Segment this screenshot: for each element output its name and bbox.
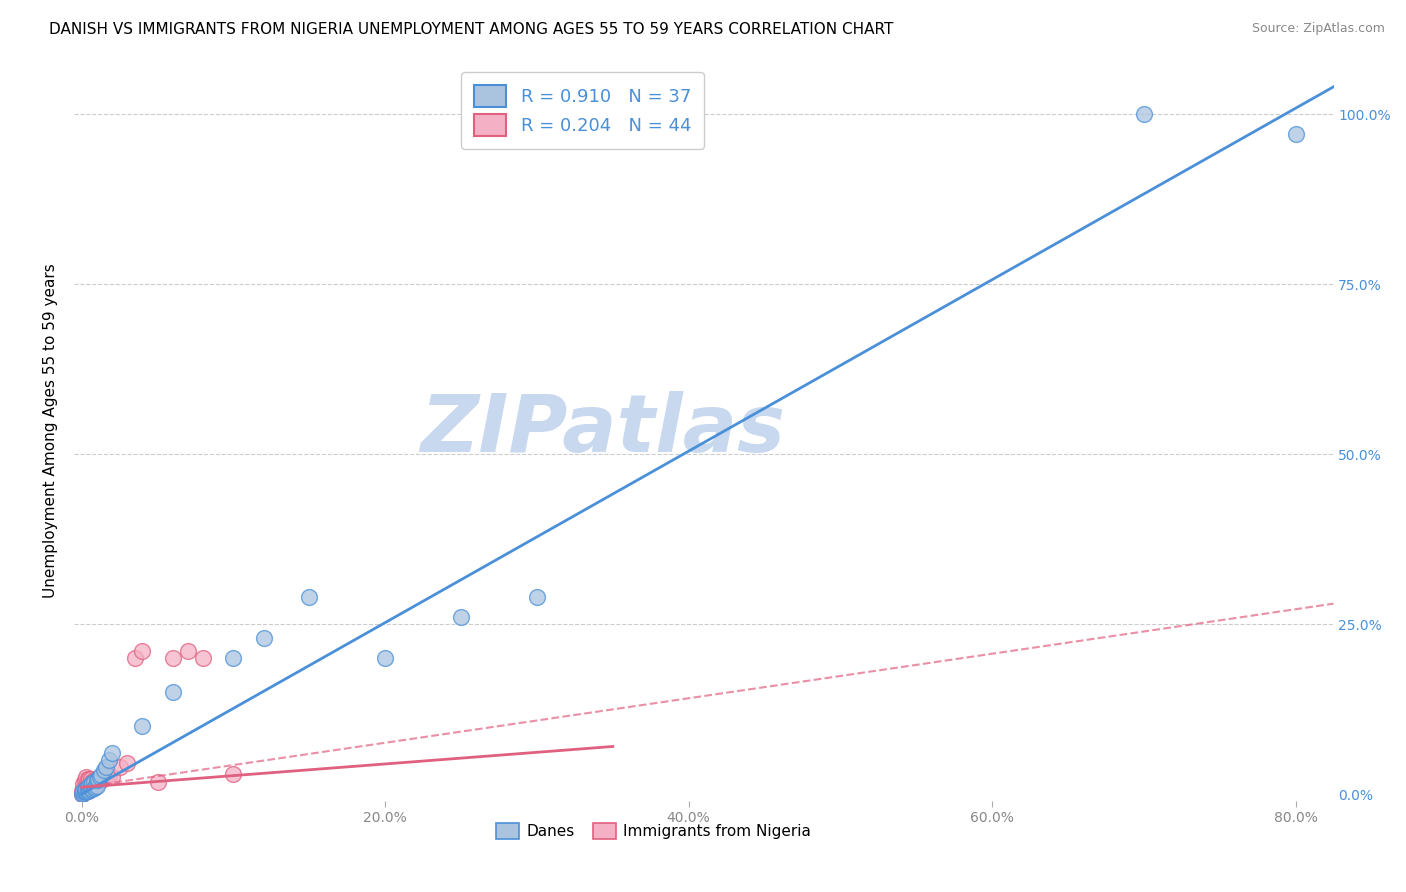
Point xyxy=(72,786,94,800)
Point xyxy=(75,781,97,796)
Y-axis label: Unemployment Among Ages 55 to 59 years: Unemployment Among Ages 55 to 59 years xyxy=(44,263,58,598)
Point xyxy=(83,775,105,789)
Point xyxy=(82,780,104,795)
Point xyxy=(82,776,104,790)
Point xyxy=(73,783,96,797)
Point xyxy=(76,780,98,795)
Point xyxy=(131,644,153,658)
Point xyxy=(101,746,124,760)
Point xyxy=(146,775,169,789)
Point xyxy=(162,685,184,699)
Point xyxy=(77,778,100,792)
Point xyxy=(75,784,97,798)
Point xyxy=(73,773,96,788)
Point xyxy=(91,772,114,786)
Point xyxy=(253,631,276,645)
Point xyxy=(86,776,108,790)
Point xyxy=(83,773,105,788)
Point xyxy=(86,773,108,788)
Point xyxy=(70,783,93,797)
Point xyxy=(76,783,98,797)
Point xyxy=(94,769,117,783)
Point xyxy=(83,779,105,793)
Point xyxy=(73,784,96,798)
Point xyxy=(98,768,121,782)
Point xyxy=(87,775,110,789)
Point xyxy=(162,651,184,665)
Point xyxy=(80,776,103,790)
Point xyxy=(72,777,94,791)
Point xyxy=(90,768,112,782)
Text: DANISH VS IMMIGRANTS FROM NIGERIA UNEMPLOYMENT AMONG AGES 55 TO 59 YEARS CORRELA: DANISH VS IMMIGRANTS FROM NIGERIA UNEMPL… xyxy=(49,22,894,37)
Point xyxy=(84,780,107,795)
Point xyxy=(75,770,97,784)
Point xyxy=(70,787,93,801)
Point xyxy=(86,772,108,786)
Point xyxy=(76,772,98,786)
Point xyxy=(77,783,100,797)
Text: ZIPatlas: ZIPatlas xyxy=(420,392,786,469)
Point xyxy=(90,773,112,788)
Point xyxy=(72,784,94,798)
Point xyxy=(76,779,98,793)
Point xyxy=(222,766,245,780)
Point xyxy=(72,781,94,796)
Point xyxy=(1133,107,1156,121)
Point xyxy=(80,778,103,792)
Point xyxy=(108,760,131,774)
Point xyxy=(93,771,115,785)
Point xyxy=(75,783,97,797)
Point xyxy=(72,786,94,800)
Point xyxy=(84,778,107,792)
Legend: Danes, Immigrants from Nigeria: Danes, Immigrants from Nigeria xyxy=(489,817,817,845)
Point xyxy=(82,775,104,789)
Point xyxy=(77,779,100,793)
Point xyxy=(76,783,98,797)
Point xyxy=(222,651,245,665)
Point xyxy=(177,644,200,658)
Text: Source: ZipAtlas.com: Source: ZipAtlas.com xyxy=(1251,22,1385,36)
Point xyxy=(82,781,104,796)
Point xyxy=(89,770,111,784)
Point xyxy=(93,764,115,778)
Point xyxy=(124,651,146,665)
Point xyxy=(89,772,111,786)
Point xyxy=(73,785,96,799)
Point xyxy=(83,780,105,795)
Point xyxy=(86,779,108,793)
Point xyxy=(101,770,124,784)
Point xyxy=(191,651,214,665)
Point xyxy=(80,782,103,797)
Point xyxy=(73,780,96,795)
Point xyxy=(1284,128,1306,142)
Point xyxy=(77,783,100,797)
Point xyxy=(70,787,93,801)
Point xyxy=(98,753,121,767)
Point xyxy=(526,590,548,604)
Point xyxy=(131,719,153,733)
Point xyxy=(374,651,396,665)
Point xyxy=(450,610,472,624)
Point xyxy=(298,590,321,604)
Point xyxy=(75,779,97,793)
Point xyxy=(80,772,103,786)
Point xyxy=(77,772,100,786)
Point xyxy=(94,760,117,774)
Point xyxy=(80,781,103,796)
Point xyxy=(115,756,138,771)
Point xyxy=(87,772,110,786)
